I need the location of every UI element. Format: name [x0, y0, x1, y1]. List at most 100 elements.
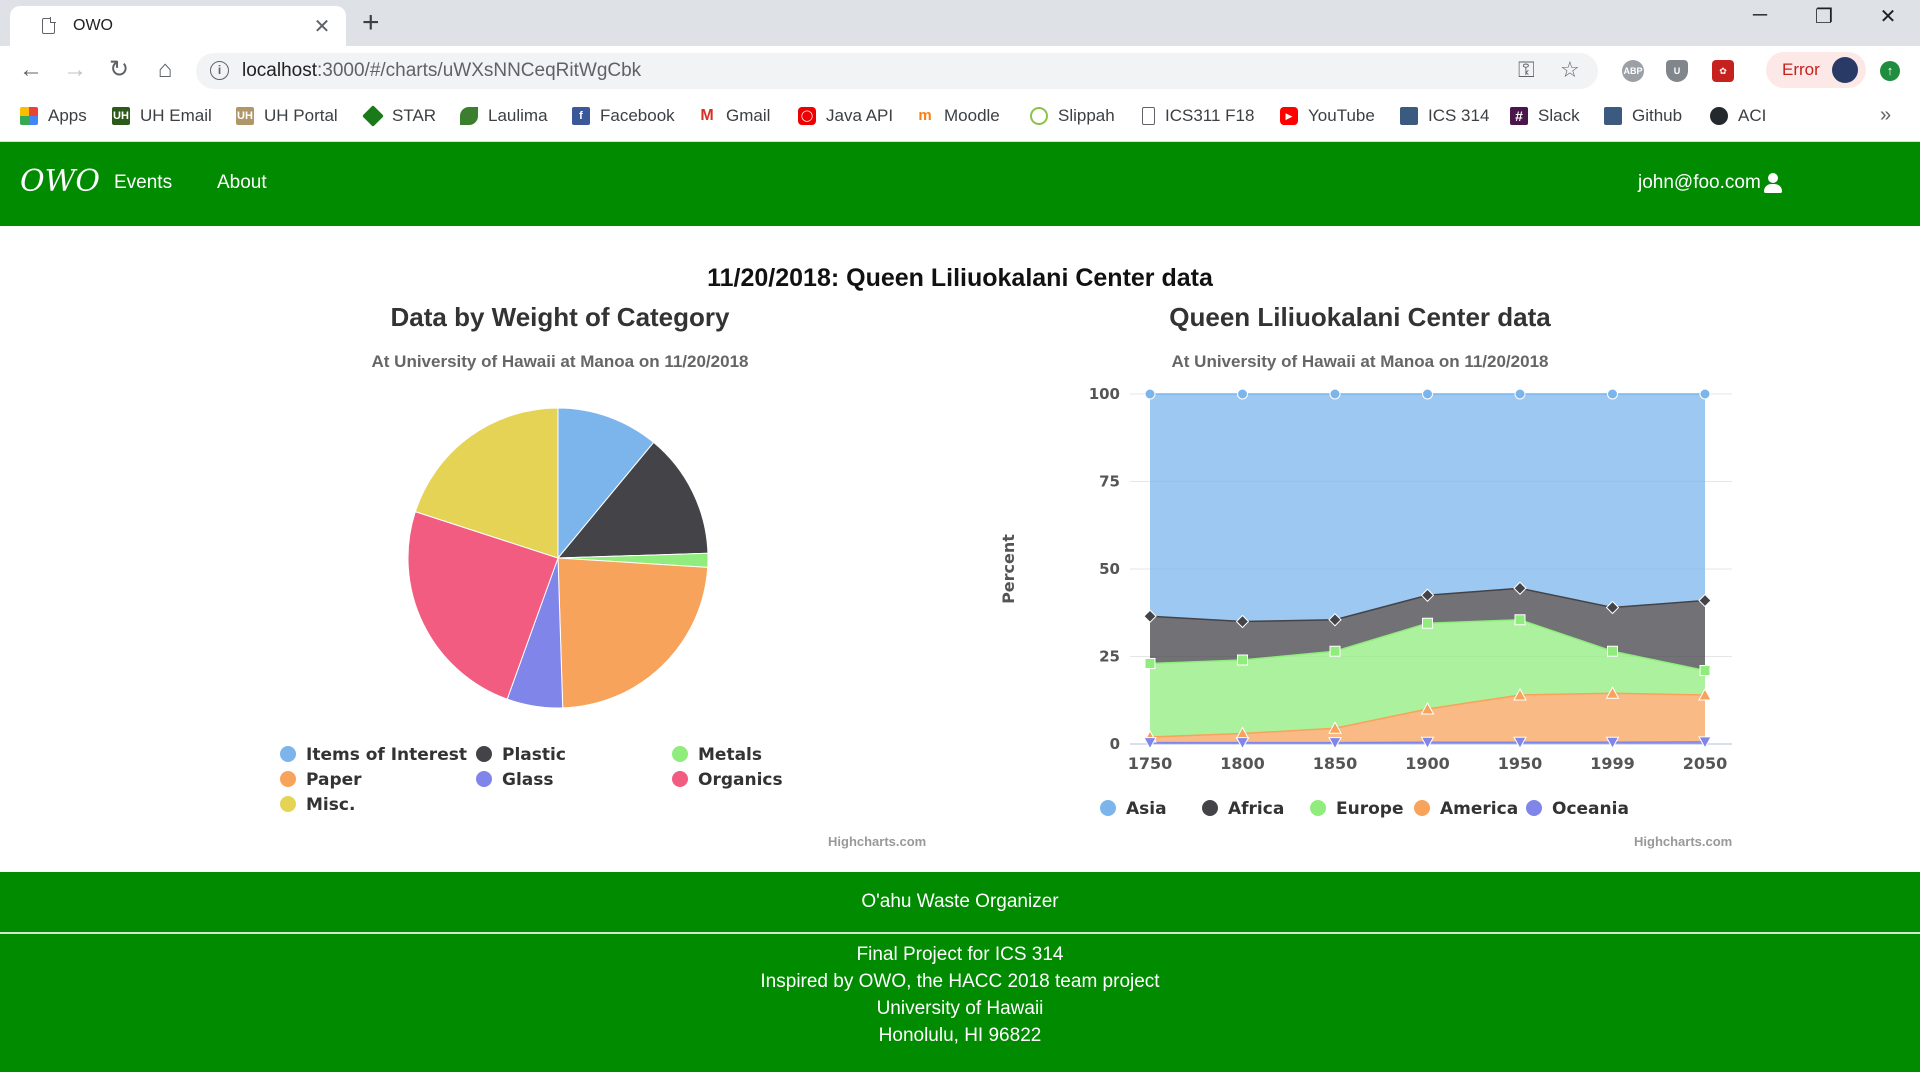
bookmark-slack[interactable]: # Slack: [1510, 106, 1580, 126]
update-icon[interactable]: ↑: [1880, 61, 1900, 81]
bookmark-ics311[interactable]: ICS311 F18: [1142, 106, 1254, 126]
bookmark-uh-email[interactable]: UH UH Email: [112, 106, 212, 125]
browser-tab[interactable]: OWO ✕: [10, 6, 346, 46]
data-point-asia: [1329, 388, 1341, 400]
bookmark-apps[interactable]: Apps: [20, 106, 87, 126]
data-point-oceania: [1513, 736, 1527, 750]
legend-marker-glass: [476, 771, 492, 787]
restore-icon[interactable]: ❐: [1815, 6, 1833, 28]
area-europe: [1150, 619, 1705, 737]
data-point-oceania: [1698, 736, 1712, 749]
uh-icon: UH: [112, 107, 130, 125]
area-credits-link[interactable]: Highcharts.com: [1634, 834, 1733, 849]
slippah-icon: [1030, 107, 1048, 125]
reload-icon[interactable]: ↻: [108, 56, 130, 83]
y-tick-label: 50: [1099, 560, 1120, 578]
pie-slice-misc: [414, 407, 559, 559]
y-tick-label: 75: [1099, 473, 1120, 491]
pie-slice-organics: [407, 511, 559, 700]
pie-slice-plastic: [556, 441, 709, 559]
legend-marker-africa: [1202, 800, 1218, 816]
y-axis-title: Percent: [999, 534, 1018, 604]
bookmark-gmail[interactable]: M Gmail: [698, 106, 770, 126]
area-chart-subtitle: At University of Hawaii at Manoa on 11/2…: [1171, 352, 1549, 371]
new-tab-button[interactable]: +: [362, 6, 380, 39]
browser-tabstrip: OWO ✕ + ─ ❐ ✕: [0, 0, 1920, 46]
nav-about[interactable]: About: [217, 172, 267, 193]
close-tab-icon[interactable]: ✕: [313, 15, 331, 38]
bookmark-github[interactable]: Github: [1604, 106, 1682, 126]
page-bottom-strip: [0, 1072, 1920, 1080]
data-point-america: [1328, 721, 1342, 734]
data-point-asia: [1144, 388, 1156, 400]
bookmark-slippah[interactable]: Slippah: [1030, 106, 1115, 126]
moodle-icon: m: [916, 107, 934, 125]
nav-events[interactable]: Events: [114, 172, 173, 193]
bookmark-laulima[interactable]: Laulima: [460, 106, 548, 126]
legend-item-glass: Glass: [502, 770, 554, 790]
pie-chart: Items of Interest Plastic Metals Paper Glass…: [280, 407, 783, 815]
area-asia: [1150, 394, 1705, 622]
bookmark-facebook[interactable]: f Facebook: [572, 106, 675, 126]
cookie-extension-icon[interactable]: ✿: [1712, 60, 1734, 82]
github-icon: [1710, 107, 1728, 125]
legend-item-paper: Paper: [306, 770, 362, 790]
data-point-europe: [1237, 654, 1248, 666]
back-icon[interactable]: ←: [19, 56, 43, 83]
url-text[interactable]: localhost:3000/#/charts/uWXsNNCeqRitWgCb…: [242, 60, 642, 81]
tab-title: OWO: [73, 17, 113, 34]
data-point-europe: [1329, 645, 1341, 657]
profile-error-button[interactable]: Error: [1766, 52, 1866, 88]
pie-chart-subtitle: At University of Hawaii at Manoa on 11/2…: [371, 352, 749, 371]
footer-line: Final Project for ICS 314: [856, 944, 1064, 965]
youtube-icon: ▶: [1280, 107, 1298, 125]
bookmark-star[interactable]: STAR: [362, 105, 436, 127]
area-chart-title: Queen Liliuokalani Center data: [1169, 302, 1551, 332]
legend-item-misc: Misc.: [306, 795, 355, 815]
data-point-oceania: [1143, 737, 1157, 750]
bookmark-uh-portal[interactable]: UH UH Portal: [236, 106, 338, 125]
data-point-africa: [1235, 614, 1250, 629]
legend-item-items-of-interest: Items of Interest: [306, 745, 467, 765]
site-info-icon[interactable]: i: [210, 61, 229, 80]
bookmark-ics314[interactable]: ICS 314: [1400, 106, 1489, 126]
more-bookmarks-icon[interactable]: »: [1880, 104, 1892, 126]
data-point-europe: [1514, 614, 1526, 626]
area-chart: 0 25 50 75 100 Percent 1750 1800 1850 1900 1950 199…: [999, 385, 1732, 819]
legend-item-oceania: Oceania: [1552, 799, 1629, 819]
area-africa: [1150, 588, 1705, 671]
data-point-asia: [1237, 388, 1248, 400]
legend-marker-europe: [1310, 800, 1326, 816]
y-tick-label: 25: [1099, 648, 1120, 666]
user-email: john@foo.com: [1638, 172, 1761, 193]
owo-logo[interactable]: OWO: [20, 164, 101, 199]
data-point-asia: [1699, 388, 1711, 400]
x-tick-label: 1750: [1128, 754, 1173, 773]
legend-marker-organics: [672, 771, 688, 787]
data-point-asia: [1514, 388, 1526, 400]
pie-credits-link[interactable]: Highcharts.com: [828, 834, 927, 849]
legend-item-america: America: [1440, 799, 1518, 819]
address-bar[interactable]: i localhost:3000/#/charts/uWXsNNCeqRitWg…: [196, 53, 1598, 89]
data-point-america: [1420, 701, 1435, 715]
adblock-extension-icon[interactable]: ABP: [1622, 60, 1644, 82]
browser-toolbar: ← → ↻ ⌂ i localhost:3000/#/charts/uWXsNN…: [0, 46, 1920, 94]
key-icon[interactable]: ⚿: [1518, 57, 1535, 82]
app-navbar: OWO Events About john@foo.com: [0, 142, 1920, 226]
bookmark-aci[interactable]: ACI: [1710, 106, 1766, 126]
data-point-asia: [1422, 388, 1433, 400]
user-menu[interactable]: john@foo.com: [1638, 172, 1783, 194]
footer: O'ahu Waste Organizer Final Project for …: [0, 872, 1920, 1072]
home-icon[interactable]: ⌂: [157, 56, 173, 83]
x-tick-label: 1800: [1220, 754, 1265, 773]
bookmark-youtube[interactable]: ▶ YouTube: [1280, 106, 1375, 126]
ublock-extension-icon[interactable]: U: [1666, 60, 1688, 82]
minimize-icon[interactable]: ─: [1752, 4, 1768, 26]
bookmark-star-icon[interactable]: ☆: [1560, 57, 1580, 82]
close-window-icon[interactable]: ✕: [1879, 6, 1897, 28]
data-point-oceania: [1328, 737, 1342, 750]
bookmark-moodle[interactable]: m Moodle: [916, 106, 1000, 126]
forward-icon[interactable]: →: [63, 56, 87, 83]
footer-line: Inspired by OWO, the HACC 2018 team proj…: [760, 971, 1160, 992]
bookmark-java-api[interactable]: ◯ Java API: [798, 106, 893, 126]
